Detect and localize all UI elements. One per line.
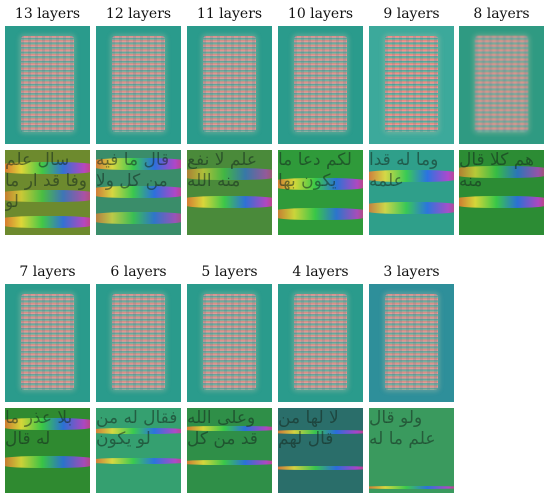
cell-label: 6 layers xyxy=(110,264,167,280)
cell-label: 7 layers xyxy=(19,264,76,280)
cell-label: 8 layers xyxy=(473,6,530,22)
cell-label: 9 layers xyxy=(383,6,440,22)
cell-label: 3 layers xyxy=(383,264,440,280)
page-visualization xyxy=(278,26,363,144)
page-visualization xyxy=(369,26,454,144)
cell-label: 4 layers xyxy=(292,264,349,280)
cell-label: 13 layers xyxy=(14,6,81,22)
cell-label: 11 layers xyxy=(196,6,263,22)
page-visualization xyxy=(369,284,454,402)
crop-visualization: لكم دعا ما يكون بها xyxy=(278,150,363,235)
cell-label: 5 layers xyxy=(201,264,258,280)
crop-visualization: وعلى الله قد من كل xyxy=(187,408,272,493)
page-visualization xyxy=(187,284,272,402)
page-visualization xyxy=(96,26,181,144)
crop-visualization: قال ما فيه من كل ولا xyxy=(96,150,181,235)
crop-visualization: بلا عذر ما له قال xyxy=(5,408,90,493)
crop-visualization: سال علم وفا قد ار ما لو xyxy=(5,150,90,235)
crop-visualization: علم لا نفع منه الله xyxy=(187,150,272,235)
crop-visualization: ولو قال علم ما له xyxy=(369,408,454,493)
crop-visualization: هم كلا قال منه xyxy=(459,150,544,235)
crop-visualization: لا لها من قال لهم xyxy=(278,408,363,493)
page-visualization xyxy=(187,26,272,144)
crop-visualization: فقال له من لو يكون xyxy=(96,408,181,493)
page-visualization xyxy=(96,284,181,402)
page-visualization xyxy=(5,26,90,144)
crop-visualization: وما له قدا علمه xyxy=(369,150,454,235)
page-visualization xyxy=(278,284,363,402)
cell-label: 10 layers xyxy=(287,6,354,22)
cell-label: 12 layers xyxy=(105,6,172,22)
page-visualization xyxy=(459,26,544,144)
page-visualization xyxy=(5,284,90,402)
